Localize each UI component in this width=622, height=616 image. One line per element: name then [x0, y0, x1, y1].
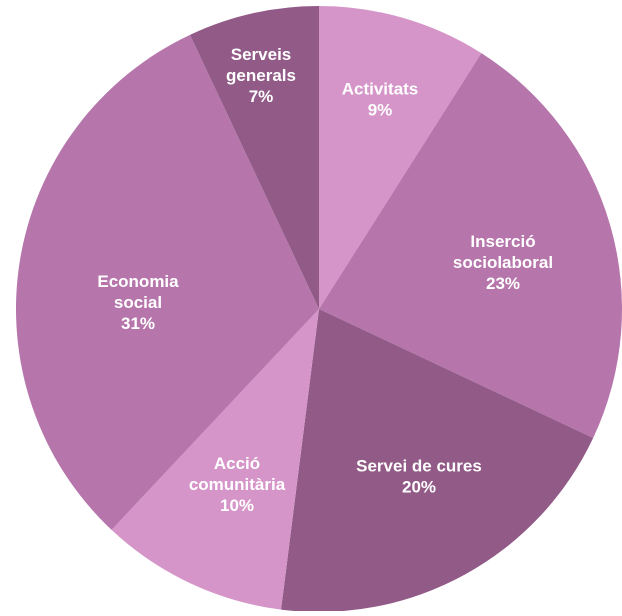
pie-slice-5: [189, 6, 319, 309]
pie-slice-1: [319, 53, 622, 439]
slice-category-label: Serveis: [231, 45, 292, 64]
slice-category-label: Servei de cures: [356, 457, 482, 476]
pie-slices: [15, 5, 622, 612]
pie-slice-0: [319, 5, 482, 309]
slice-label-5: Serveis generals 7%: [226, 45, 296, 106]
slice-category-label: social: [114, 293, 162, 312]
slice-label-2: Servei de cures 20%: [356, 457, 482, 497]
slice-value-label: 9%: [368, 101, 393, 120]
slice-category-label: generals: [226, 66, 296, 85]
slice-category-label: Economia: [97, 272, 179, 291]
pie-slice-3: [111, 309, 319, 610]
slice-value-label: 10%: [220, 496, 254, 515]
slice-value-label: 7%: [249, 87, 274, 106]
pie-slice-4: [15, 34, 320, 530]
slice-label-3: Acció comunitària 10%: [189, 454, 286, 515]
slice-value-label: 20%: [402, 478, 436, 497]
pie-labels: Activitats 9% Inserció sociolaboral 23% Serve…: [97, 45, 553, 515]
slice-label-0: Activitats 9%: [342, 80, 419, 120]
slice-category-label: Acció: [214, 454, 260, 473]
slice-value-label: 31%: [121, 314, 155, 333]
slice-category-label: Inserció: [470, 232, 535, 251]
slice-category-label: sociolaboral: [453, 253, 553, 272]
slice-label-4: Economia social 31%: [97, 272, 179, 333]
slice-label-1: Inserció sociolaboral 23%: [453, 232, 553, 293]
pie-slice-2: [281, 309, 594, 612]
slice-category-label: comunitària: [189, 475, 286, 494]
slice-category-label: Activitats: [342, 80, 419, 99]
slice-value-label: 23%: [486, 274, 520, 293]
